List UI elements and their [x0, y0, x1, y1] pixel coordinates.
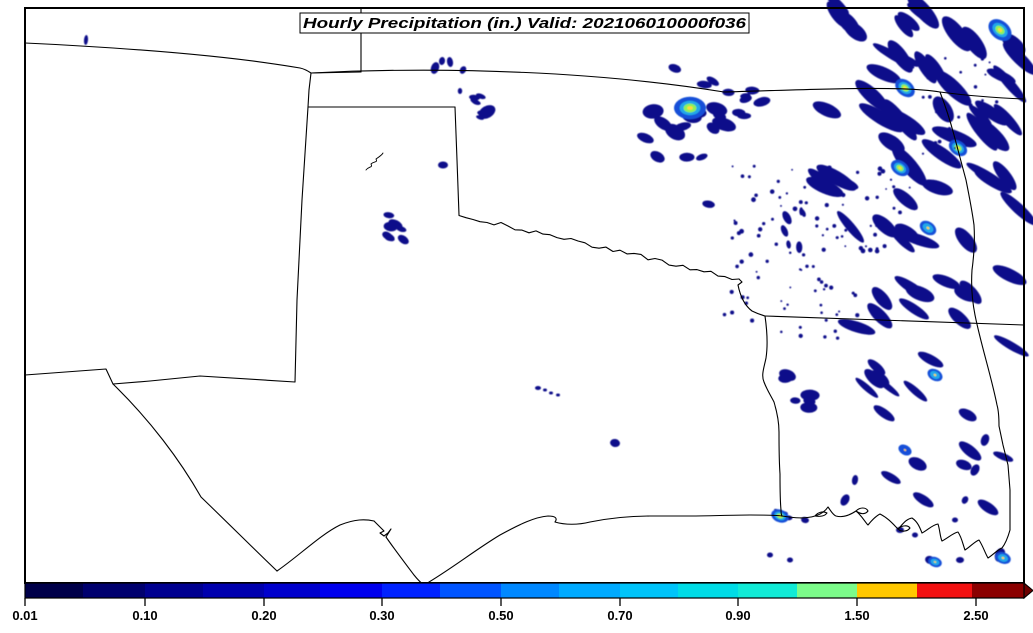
- svg-text:0.10: 0.10: [132, 608, 157, 623]
- svg-text:0.90: 0.90: [725, 608, 750, 623]
- svg-text:0.01: 0.01: [12, 608, 37, 623]
- svg-text:Hourly Precipitation (in.) Val: Hourly Precipitation (in.) Valid: 202106…: [303, 16, 747, 32]
- svg-text:2.50: 2.50: [963, 608, 988, 623]
- svg-text:0.20: 0.20: [251, 608, 276, 623]
- svg-text:1.50: 1.50: [844, 608, 869, 623]
- svg-text:0.70: 0.70: [607, 608, 632, 623]
- svg-text:0.50: 0.50: [488, 608, 513, 623]
- svg-text:0.30: 0.30: [369, 608, 394, 623]
